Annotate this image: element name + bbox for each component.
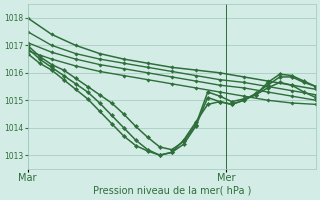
X-axis label: Pression niveau de la mer( hPa ): Pression niveau de la mer( hPa ) — [92, 186, 251, 196]
